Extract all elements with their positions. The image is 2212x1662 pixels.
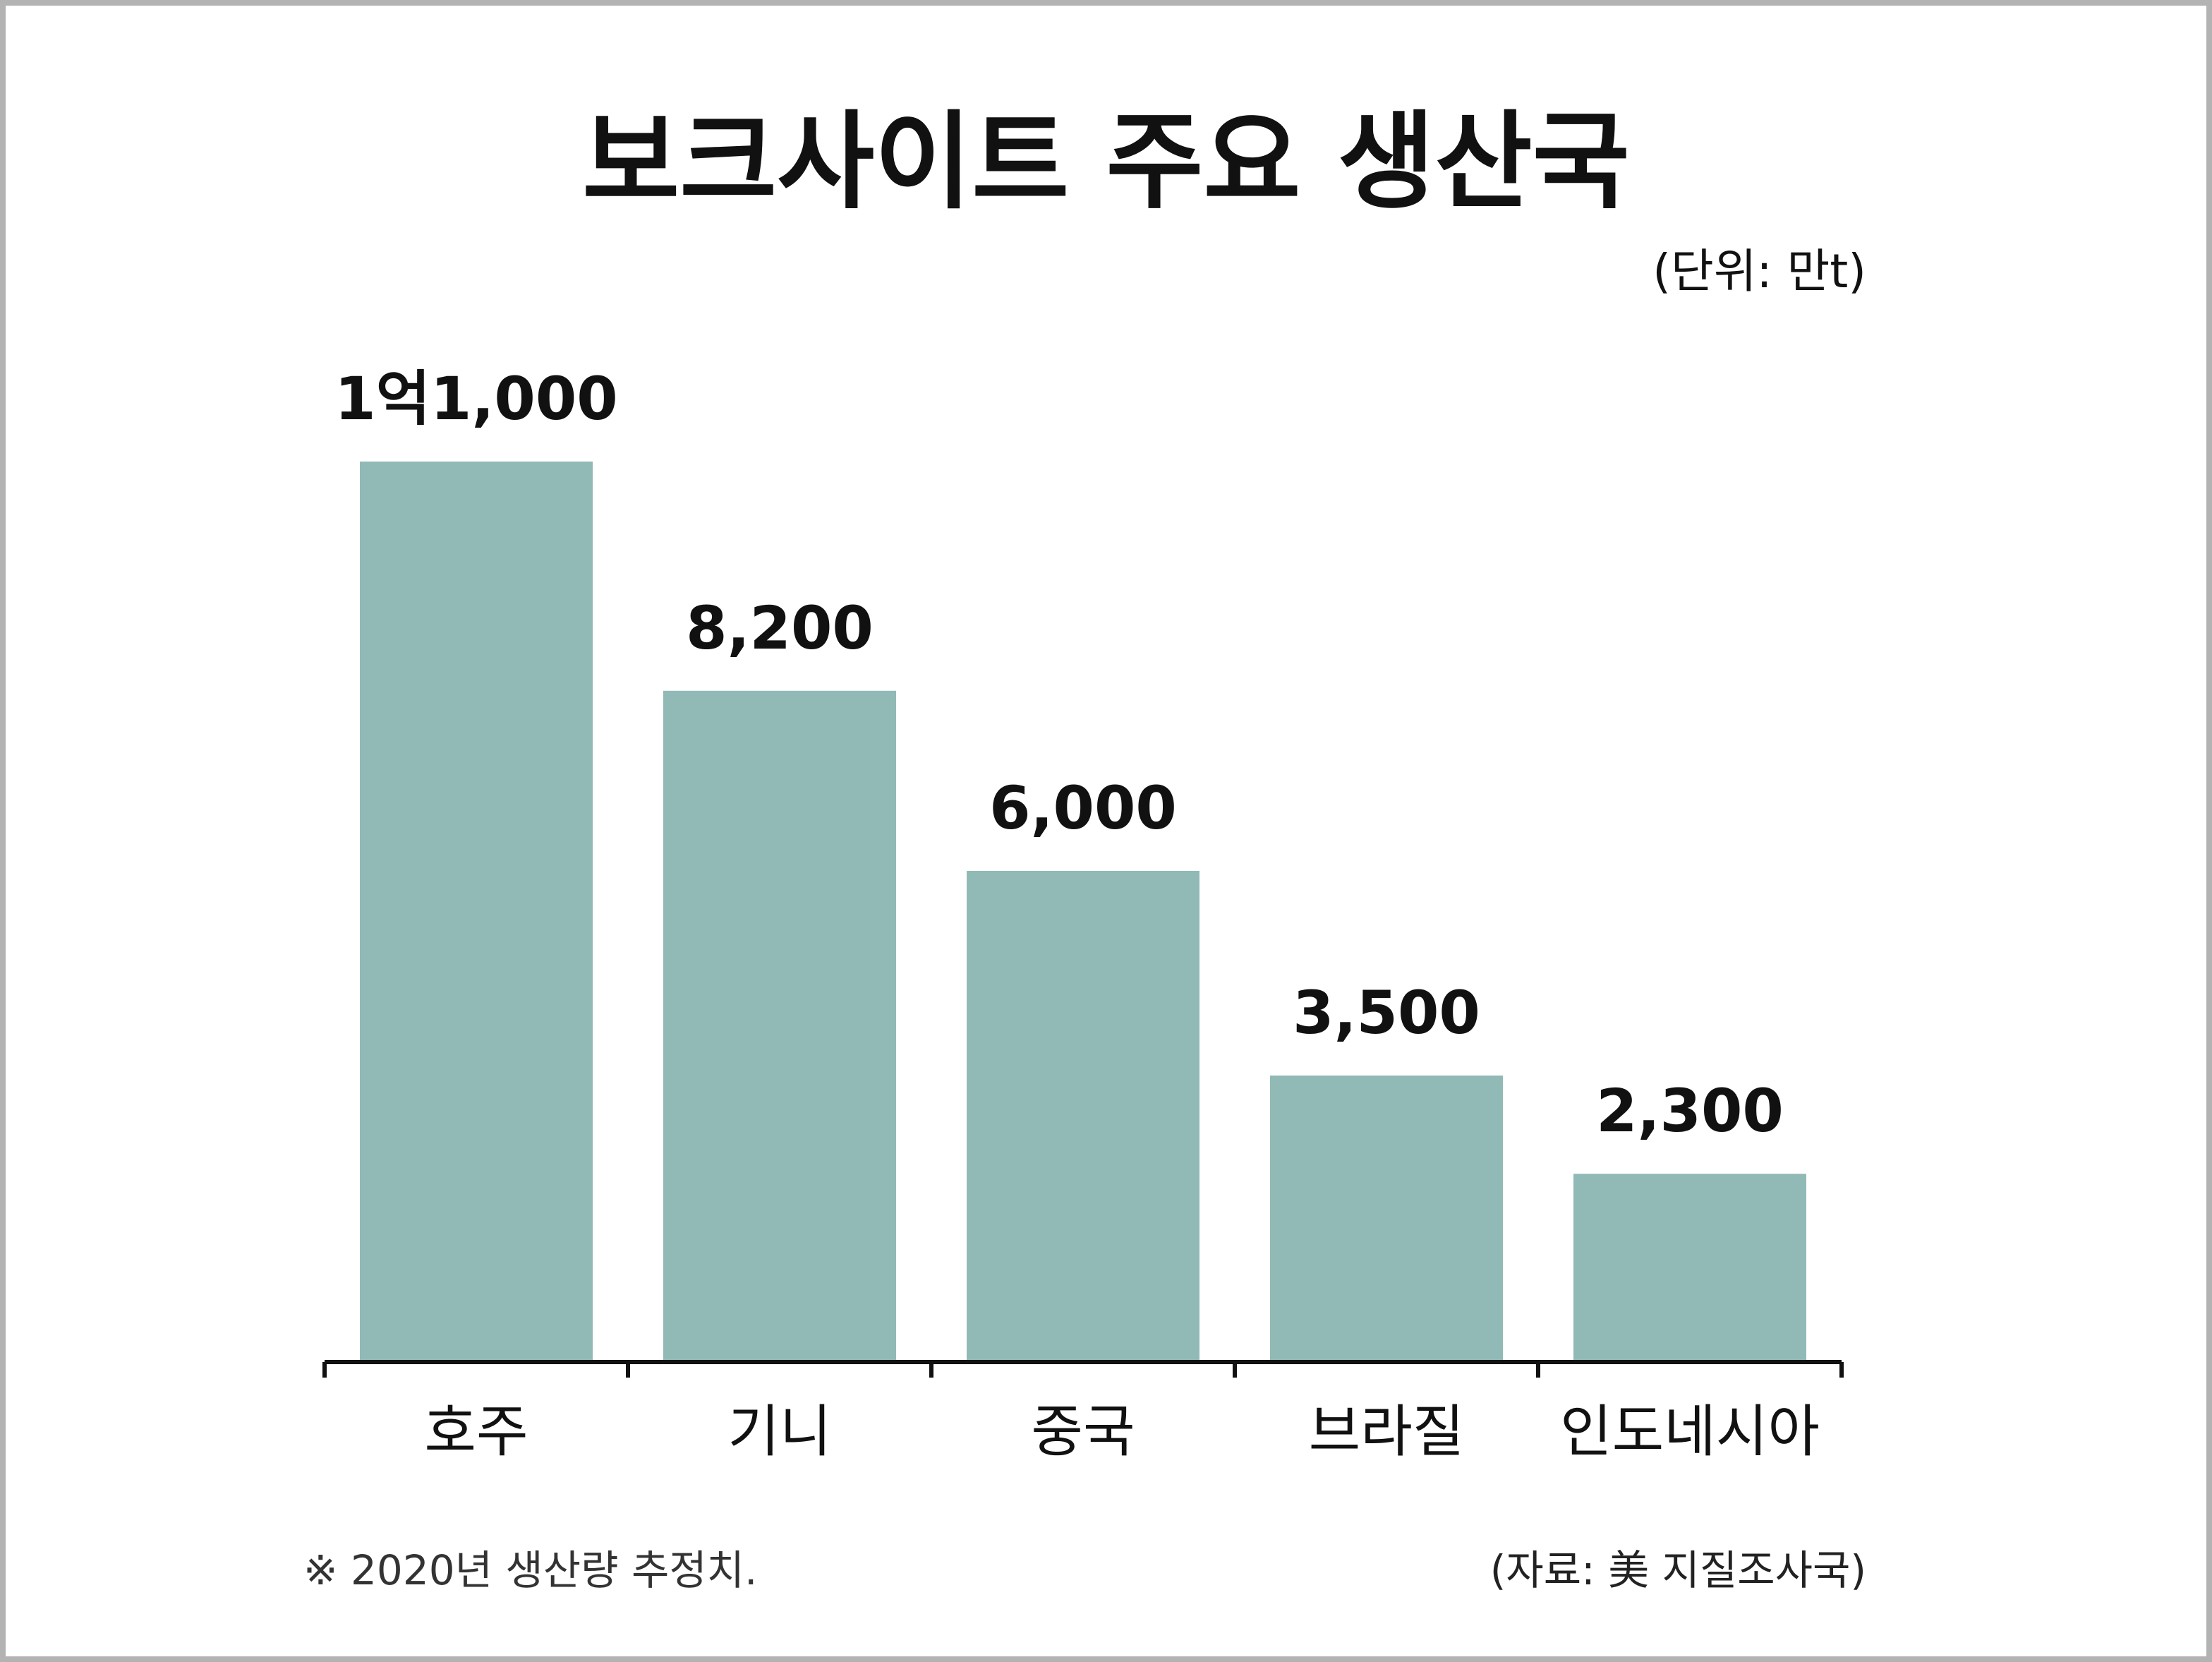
bars-group bbox=[360, 462, 1806, 1362]
value-label-4: 2,300 bbox=[1596, 1076, 1784, 1145]
category-label-3: 브라질 bbox=[1309, 1399, 1465, 1464]
x-axis bbox=[322, 1360, 1844, 1378]
value-label-1: 8,200 bbox=[686, 594, 874, 663]
bar-4 bbox=[1573, 1174, 1806, 1362]
category-label-2: 중국 bbox=[1031, 1399, 1135, 1464]
category-label-1: 기니 bbox=[727, 1399, 831, 1464]
bar-3 bbox=[1270, 1076, 1503, 1362]
value-label-2: 6,000 bbox=[989, 773, 1177, 843]
value-label-3: 3,500 bbox=[1293, 978, 1480, 1047]
footnote: ※ 2020년 생산량 추정치. bbox=[303, 1546, 758, 1594]
source-note: (자료: 美 지질조사국) bbox=[1489, 1546, 1866, 1594]
labels-group: 1억1,000 호주 8,200 기니 6,000 중국 3,500 브라질 2,300 인도네시… bbox=[334, 364, 1820, 1464]
bar-1 bbox=[663, 690, 896, 1362]
category-label-0: 호주 bbox=[424, 1399, 528, 1464]
bar-2 bbox=[967, 871, 1199, 1362]
category-label-4: 인도네시아 bbox=[1560, 1399, 1820, 1464]
value-label-0: 1억1,000 bbox=[334, 364, 617, 433]
unit-label: (단위: 만t) bbox=[1652, 244, 1866, 299]
bar-0 bbox=[360, 462, 593, 1362]
chart-title: 보크사이트 주요 생산국 bbox=[582, 101, 1630, 224]
